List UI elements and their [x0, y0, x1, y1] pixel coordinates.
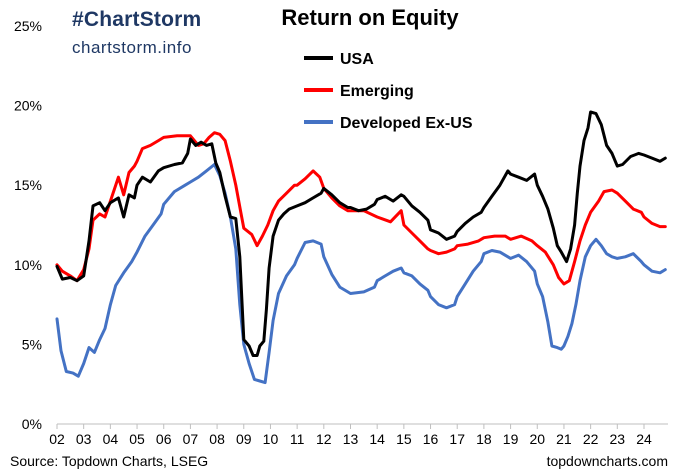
y-axis: 0% 5% 10% 15% 20% 25% [14, 18, 42, 432]
x-tick-label: 16 [423, 431, 439, 447]
y-tick-label: 25% [14, 18, 42, 34]
series-line-developed-ex-us [55, 163, 667, 385]
x-tick-label: 24 [636, 431, 652, 447]
x-tick-label: 14 [369, 431, 385, 447]
x-tick-label: 04 [103, 431, 119, 447]
series-lines [55, 110, 667, 385]
x-tick-label: 06 [156, 431, 172, 447]
x-tick-label: 10 [263, 431, 279, 447]
y-tick-label: 5% [22, 336, 42, 352]
chart-title: Return on Equity [281, 5, 459, 30]
x-tick-label: 23 [610, 431, 626, 447]
x-tick-label: 21 [556, 431, 572, 447]
x-tick-label: 19 [503, 431, 519, 447]
x-tick-label: 18 [476, 431, 492, 447]
x-tick-label: 13 [343, 431, 359, 447]
x-tick-label: 07 [183, 431, 199, 447]
x-axis: 02 03 04 05 06 07 08 09 10 11 12 13 14 15 16 17 18 19 20 21… [49, 424, 652, 447]
chartstorm-site-link[interactable]: chartstorm.info [72, 38, 192, 57]
chartstorm-branding: #ChartStorm chartstorm.info [72, 8, 201, 58]
legend-label-emerging: Emerging [340, 83, 414, 100]
x-tick-label: 12 [316, 431, 332, 447]
credit-link[interactable]: topdowncharts.com [546, 453, 668, 469]
legend-label-developed-ex-us: Developed Ex-US [340, 115, 473, 132]
y-tick-label: 0% [22, 416, 42, 432]
x-tick-label: 02 [49, 431, 65, 447]
legend: USA Emerging Developed Ex-US [304, 51, 473, 132]
x-tick-label: 15 [396, 431, 412, 447]
y-tick-label: 15% [14, 177, 42, 193]
chartstorm-hashtag: #ChartStorm [72, 8, 202, 31]
x-tick-label: 11 [290, 431, 305, 447]
y-tick-label: 10% [14, 257, 42, 273]
x-tick-label: 03 [76, 431, 92, 447]
series-line-emerging [55, 131, 667, 286]
x-tick-label: 20 [529, 431, 545, 447]
x-tick-label: 22 [583, 431, 599, 447]
x-tick-label: 08 [209, 431, 225, 447]
x-tick-label: 17 [449, 431, 465, 447]
source-note: Source: Topdown Charts, LSEG [10, 453, 209, 469]
legend-label-usa: USA [340, 51, 374, 68]
y-tick-label: 20% [14, 98, 42, 114]
series-line-usa [55, 110, 667, 357]
x-tick-label: 09 [236, 431, 252, 447]
x-tick-label: 05 [129, 431, 145, 447]
